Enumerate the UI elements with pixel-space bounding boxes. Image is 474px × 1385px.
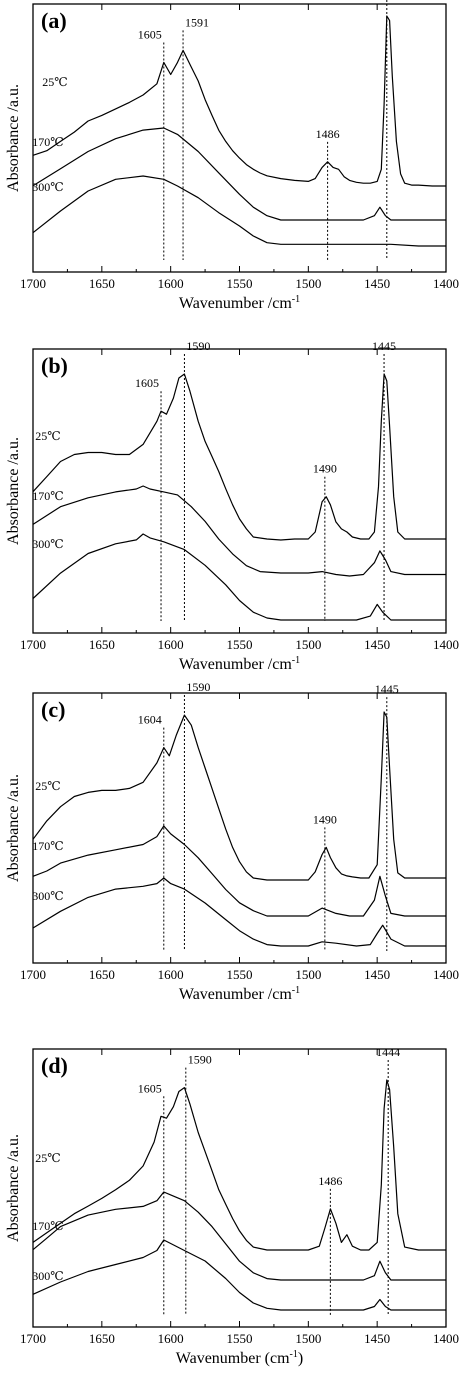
x-tick-label: 1550 xyxy=(227,276,253,291)
x-tick-label: 1600 xyxy=(158,637,184,652)
panel-d: (d) 1700 1650 1600 1550 1500 1450 1400 Wavenumbe… xyxy=(5,1045,459,1367)
x-tick-label: 1600 xyxy=(158,1331,184,1346)
spectrum-line-0 xyxy=(32,711,446,881)
temperature-label: 300℃ xyxy=(32,889,63,903)
x-tick-label: 1450 xyxy=(364,276,390,291)
peak-label: 1486 xyxy=(316,127,340,141)
peak-label: 1591 xyxy=(185,15,209,29)
spectrum-line-2 xyxy=(32,533,446,621)
x-tick-label: 1700 xyxy=(20,967,46,982)
peak-label: 1605 xyxy=(138,27,162,41)
x-axis-title: Wavenumber /cm-1 xyxy=(179,985,300,1003)
x-tick-label: 1400 xyxy=(433,967,459,982)
panel-label: (d) xyxy=(41,1053,68,1078)
x-tick-label: 1400 xyxy=(433,276,459,291)
x-tick-label: 1450 xyxy=(364,637,390,652)
panel-label: (a) xyxy=(41,8,67,33)
x-tick-label: 1400 xyxy=(433,637,459,652)
x-tick-label: 1400 xyxy=(433,1331,459,1346)
x-axis-title: Wavenumber (cm-1) xyxy=(176,1349,303,1367)
peak-label: 1490 xyxy=(313,812,337,826)
y-axis-title: Absorbance /a.u. xyxy=(5,84,22,192)
y-axis-title: Absorbance /a.u. xyxy=(5,1134,22,1242)
peak-label: 1590 xyxy=(186,680,210,694)
peak-label: 1445 xyxy=(375,682,399,696)
peak-label: 1590 xyxy=(186,339,210,353)
x-tick-label: 1500 xyxy=(295,967,321,982)
spectrum-line-1 xyxy=(32,825,446,917)
peak-label: 1444 xyxy=(376,1045,400,1059)
spectrum-line-1 xyxy=(32,127,446,221)
x-tick-label: 1500 xyxy=(295,1331,321,1346)
x-tick-label: 1700 xyxy=(20,637,46,652)
x-tick-label: 1600 xyxy=(158,276,184,291)
peak-label: 1445 xyxy=(372,339,396,353)
x-tick-label: 1650 xyxy=(89,276,115,291)
panel-label: (b) xyxy=(41,353,68,378)
x-tick-label: 1650 xyxy=(89,637,115,652)
x-tick-label: 1550 xyxy=(227,637,253,652)
peak-label: 1590 xyxy=(188,1053,212,1067)
panel-c: (c) 1700 1650 1600 1550 1500 1450 1400 Wavenumbe… xyxy=(5,680,459,1003)
temperature-label: 300℃ xyxy=(32,180,63,194)
plot-frame xyxy=(32,3,447,273)
x-tick-label: 1450 xyxy=(364,967,390,982)
peak-label: 1486 xyxy=(318,1174,342,1188)
plot-frame xyxy=(32,692,447,964)
temperature-label: 170℃ xyxy=(32,135,63,149)
spectrum-line-0 xyxy=(32,15,446,187)
x-tick-label: 1500 xyxy=(295,637,321,652)
peak-label: 1605 xyxy=(135,376,159,390)
panel-a: (a) 1700 1650 1600 1550 1500 1450 1400 Wavenumbe… xyxy=(5,0,459,312)
x-tick-label: 1650 xyxy=(89,967,115,982)
temperature-label: 25℃ xyxy=(35,429,60,443)
x-tick-label: 1500 xyxy=(295,276,321,291)
spectrum-line-1 xyxy=(32,485,446,577)
spectrum-line-2 xyxy=(32,877,446,947)
x-tick-label: 1550 xyxy=(227,1331,253,1346)
plot-frame xyxy=(32,1048,447,1328)
spectrum-line-2 xyxy=(32,1239,446,1311)
spectrum-line-0 xyxy=(32,373,446,541)
temperature-label: 170℃ xyxy=(32,1219,63,1233)
peak-label: 1490 xyxy=(313,462,337,476)
x-tick-label: 1700 xyxy=(20,276,46,291)
x-tick-label: 1600 xyxy=(158,967,184,982)
temperature-label: 170℃ xyxy=(32,839,63,853)
temperature-label: 300℃ xyxy=(32,537,63,551)
temperature-label: 25℃ xyxy=(35,779,60,793)
spectrum-line-0 xyxy=(32,1079,446,1251)
temperature-label: 170℃ xyxy=(32,489,63,503)
temperature-label: 25℃ xyxy=(35,1151,60,1165)
spectrum-line-2 xyxy=(32,175,446,247)
x-axis-title: Wavenumber /cm-1 xyxy=(179,655,300,673)
y-axis-title: Absorbance /a.u. xyxy=(5,774,22,882)
x-tick-label: 1700 xyxy=(20,1331,46,1346)
temperature-label: 300℃ xyxy=(32,1269,63,1283)
spectrum-line-1 xyxy=(32,1191,446,1281)
peak-label: 1605 xyxy=(138,1081,162,1095)
x-tick-label: 1650 xyxy=(89,1331,115,1346)
temperature-label: 25℃ xyxy=(42,75,67,89)
y-axis-title: Absorbance /a.u. xyxy=(5,437,22,545)
x-tick-label: 1450 xyxy=(364,1331,390,1346)
x-axis-title: Wavenumber /cm-1 xyxy=(179,294,300,312)
peak-label: 1604 xyxy=(138,713,162,727)
panel-label: (c) xyxy=(41,697,65,722)
x-tick-label: 1550 xyxy=(227,967,253,982)
panel-b: (b) 1700 1650 1600 1550 1500 1450 1400 Wavenumbe… xyxy=(5,339,459,673)
